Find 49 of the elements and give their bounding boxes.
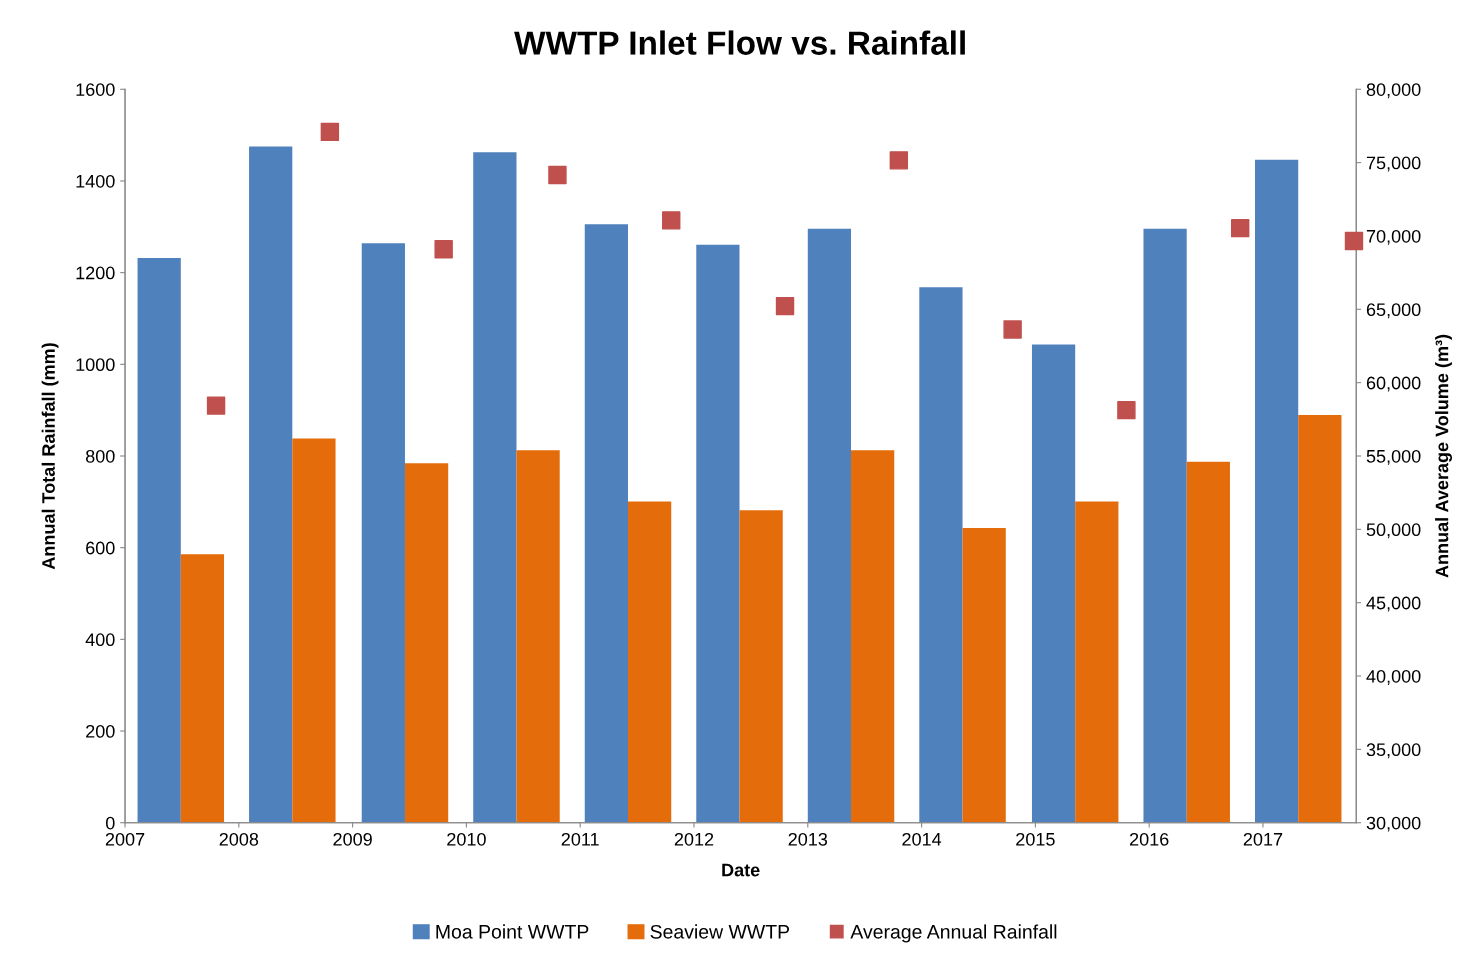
x-tick-label: 2011 (561, 832, 599, 846)
y-tick-label: 200 (86, 724, 115, 738)
x-tick-label: 2008 (219, 832, 259, 846)
point (434, 240, 453, 259)
y-tick-label: 1600 (76, 83, 115, 96)
point (1344, 231, 1364, 251)
y-tick-label: 1000 (76, 358, 115, 372)
x-tick-label: 2014 (902, 832, 942, 846)
y2-tick-label: 80,000 (1366, 83, 1421, 99)
y2-tick-label: 50,000 (1366, 523, 1421, 539)
y2-tick-label: 40,000 (1366, 669, 1421, 685)
y-tick-label: 400 (85, 633, 115, 647)
y2-tick-label: 45,000 (1366, 596, 1421, 612)
legend-label: Seaview WWTP (650, 924, 790, 939)
y-tick-label: 600 (86, 541, 115, 555)
point (889, 151, 909, 170)
point (1117, 400, 1136, 420)
y-tick-label: 1200 (76, 266, 115, 280)
y-tick-label: 1400 (76, 174, 115, 188)
x-tick-label: 2007 (105, 832, 145, 846)
x-tick-label: 2017 (1243, 832, 1283, 846)
point (662, 211, 681, 230)
x-tick-label: 2012 (674, 832, 714, 846)
x-tick-label: 2010 (447, 832, 486, 846)
point (1230, 218, 1250, 238)
x-tick-label: 2013 (788, 832, 828, 846)
point (775, 296, 795, 316)
y2-tick-label: 70,000 (1366, 229, 1421, 245)
y2-axis-title: Annual Average Volume (m³) (1435, 334, 1452, 578)
legend-label: Moa Point WWTP (436, 924, 589, 939)
x-tick-label: 2016 (1129, 832, 1169, 846)
x-tick-label: 2009 (333, 832, 372, 846)
y2-tick-label: 35,000 (1366, 743, 1421, 759)
x-axis-title: Date (722, 863, 760, 877)
y2-tick-label: 30,000 (1366, 816, 1421, 832)
y2-tick-label: 75,000 (1366, 156, 1421, 172)
y2-tick-label: 65,000 (1366, 303, 1421, 319)
x-tick-label: 2015 (1016, 832, 1055, 846)
point (206, 396, 226, 415)
y2-tick-label: 60,000 (1366, 376, 1421, 392)
point (548, 165, 567, 185)
y-tick-label: 800 (85, 449, 115, 463)
point (1003, 320, 1022, 339)
y2-tick-label: 55,000 (1366, 449, 1421, 465)
point (320, 122, 340, 142)
chart-title: WWTP Inlet Flow vs. Rainfall (514, 30, 965, 55)
legend-label: Average Annual Rainfall (850, 924, 1057, 943)
y-axis-title: Annual Total Rainfall (mm) (41, 343, 59, 570)
y-tick-label: 0 (105, 816, 115, 830)
